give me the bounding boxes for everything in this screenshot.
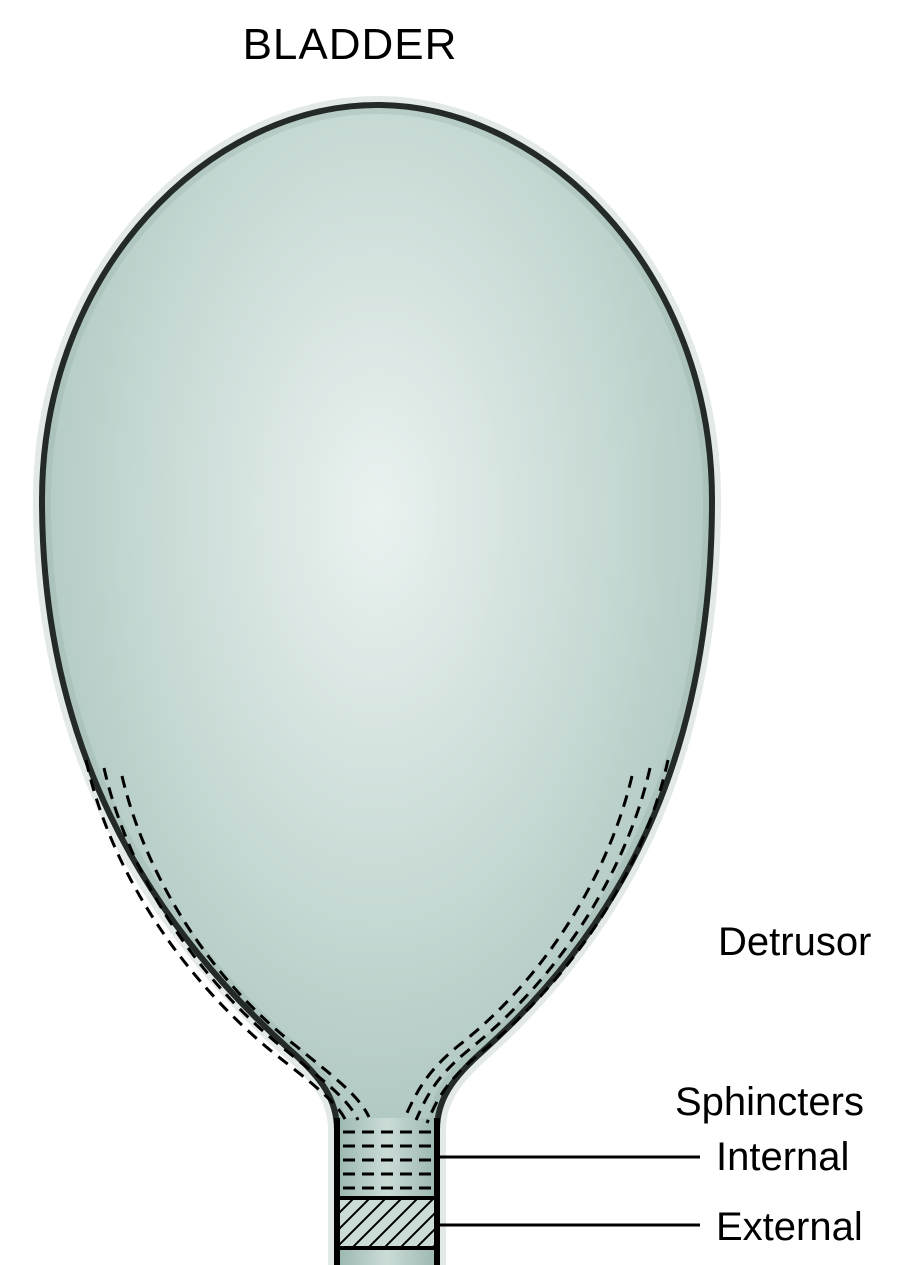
bladder-body [42, 105, 712, 1265]
label-detrusor: Detrusor [718, 920, 871, 965]
label-internal: Internal [716, 1135, 849, 1180]
bladder-illustration [0, 0, 924, 1265]
external-sphincter [338, 1198, 436, 1248]
label-sphincters: Sphincters [675, 1080, 864, 1125]
label-external: External [716, 1205, 863, 1250]
diagram-canvas: BLADDER [0, 0, 924, 1265]
